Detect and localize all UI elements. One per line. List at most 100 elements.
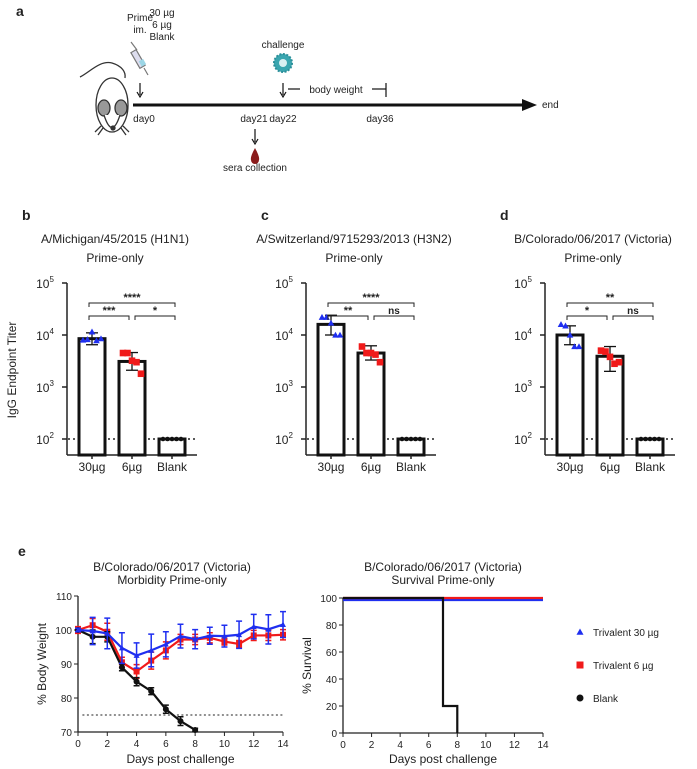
- triangle-marker: [221, 633, 228, 639]
- end-label: end: [542, 100, 559, 111]
- square-marker: [124, 349, 131, 357]
- bar-6µg: [356, 351, 386, 457]
- circle-marker: [399, 436, 405, 442]
- significance-bracket: [88, 302, 176, 307]
- x-tick-label: Blank: [635, 460, 666, 474]
- panel-c: c A/Switzerland/9715293/2013 (H3N2) Prime-…: [256, 207, 451, 474]
- y-tick-exponent: 3: [288, 379, 293, 388]
- triangle-marker: [327, 319, 335, 326]
- square-marker: [576, 661, 584, 669]
- chart-title: A/Switzerland/9715293/2013 (H3N2): [256, 232, 451, 246]
- panel-a: a Prime im. 30 µg 6 µg Blank: [16, 3, 559, 174]
- square-marker: [367, 349, 375, 357]
- square-marker: [358, 343, 366, 350]
- y-tick-base: 10: [36, 381, 50, 395]
- triangle-marker: [576, 628, 584, 635]
- triangle-marker: [575, 343, 583, 350]
- square-marker: [137, 370, 145, 378]
- y-tick-exponent: 5: [288, 275, 293, 284]
- y-tick-exponent: 4: [288, 327, 293, 336]
- triangle-marker: [89, 628, 96, 634]
- circle-marker: [647, 436, 653, 442]
- significance-label: ***: [103, 305, 117, 317]
- y-tick-exponent: 5: [49, 275, 54, 284]
- y-tick-base: 10: [514, 433, 528, 447]
- square-marker: [611, 360, 618, 368]
- x-tick-label: 14: [537, 740, 549, 751]
- circle-marker: [643, 436, 648, 442]
- triangle-marker: [162, 641, 169, 647]
- y-tick-label: 80: [61, 694, 73, 705]
- y-tick-label: 90: [61, 660, 73, 671]
- y-tick-label: 104: [514, 327, 532, 343]
- x-tick-label: 6: [426, 740, 432, 751]
- triangle-marker: [79, 336, 87, 343]
- y-tick-label: 100: [55, 626, 72, 637]
- y-tick-base: 10: [36, 433, 50, 447]
- bar-30µg: [77, 337, 107, 457]
- x-tick-label: 10: [480, 740, 492, 751]
- y-tick-exponent: 4: [527, 327, 532, 336]
- circle-marker: [404, 436, 409, 442]
- circle-marker: [652, 436, 657, 442]
- y-tick-label: 102: [275, 431, 293, 447]
- triangle-marker: [75, 627, 81, 633]
- circle-marker: [576, 694, 584, 702]
- y-tick-base: 10: [275, 433, 289, 447]
- square-marker: [128, 357, 136, 365]
- y-tick-label: 104: [275, 327, 293, 343]
- panel-e-survival: B/Colorado/06/2017 (Victoria)Survival Pr…: [300, 560, 659, 766]
- panel-label-a: a: [16, 3, 24, 19]
- triangle-marker: [97, 335, 105, 342]
- circle-marker: [162, 706, 169, 713]
- x-tick-label: 2: [105, 739, 111, 750]
- y-tick-base: 10: [36, 277, 50, 291]
- bar-Blank: [157, 437, 187, 457]
- circle-marker: [192, 726, 199, 733]
- x-tick-label: 0: [340, 740, 346, 751]
- blood-drop-icon: [250, 148, 260, 164]
- significance-label: ns: [388, 306, 400, 317]
- legend-label: Blank: [593, 694, 619, 705]
- triangle-marker: [104, 630, 111, 636]
- triangle-marker: [133, 652, 140, 658]
- significance-bracket: [566, 315, 608, 320]
- triangle-marker: [280, 621, 286, 627]
- circle-marker: [656, 436, 662, 442]
- y-tick-label: 103: [514, 379, 532, 395]
- circle-marker: [169, 436, 175, 442]
- y-tick-label: 0: [331, 729, 337, 740]
- x-tick-label: 30µg: [79, 460, 106, 474]
- triangle-marker: [571, 343, 578, 350]
- y-tick-label: 103: [275, 379, 293, 395]
- y-tick-label: 102: [36, 431, 54, 447]
- panel-b: b A/Michigan/45/2015 (H1N1) Prime-only IgG …: [5, 207, 197, 474]
- y-tick-exponent: 5: [527, 275, 532, 284]
- significance-label: ****: [123, 292, 141, 304]
- triangle-marker: [118, 645, 125, 651]
- y-tick-base: 10: [514, 381, 528, 395]
- triangle-marker: [250, 623, 257, 629]
- significance-label: ****: [362, 292, 380, 304]
- square-marker: [606, 353, 614, 361]
- square-marker: [602, 348, 609, 355]
- significance-label: **: [344, 305, 353, 317]
- x-tick-label: 6µg: [361, 460, 381, 474]
- panel-label-c: c: [261, 207, 269, 223]
- panel-e-morbidity: e B/Colorado/06/2017 (Victoria)Morbidity …: [18, 543, 289, 766]
- series-trivalent-30-g: [75, 610, 286, 669]
- x-tick-label: 8: [192, 739, 198, 750]
- x-tick-label: Blank: [396, 460, 427, 474]
- y-tick-label: 105: [275, 275, 293, 291]
- challenge-label: challenge: [262, 40, 305, 51]
- body-weight-label: body weight: [309, 85, 363, 96]
- circle-marker: [165, 436, 170, 442]
- day22-label: day22: [269, 114, 297, 125]
- bar-30µg: [555, 333, 585, 457]
- chart-title: B/Colorado/06/2017 (Victoria): [93, 560, 251, 574]
- y-tick-base: 10: [514, 277, 528, 291]
- chart-title: B/Colorado/06/2017 (Victoria): [364, 560, 522, 574]
- y-tick-exponent: 2: [49, 431, 54, 440]
- y-axis-label: % Body Weight: [35, 622, 49, 704]
- significance-bracket: [134, 315, 176, 320]
